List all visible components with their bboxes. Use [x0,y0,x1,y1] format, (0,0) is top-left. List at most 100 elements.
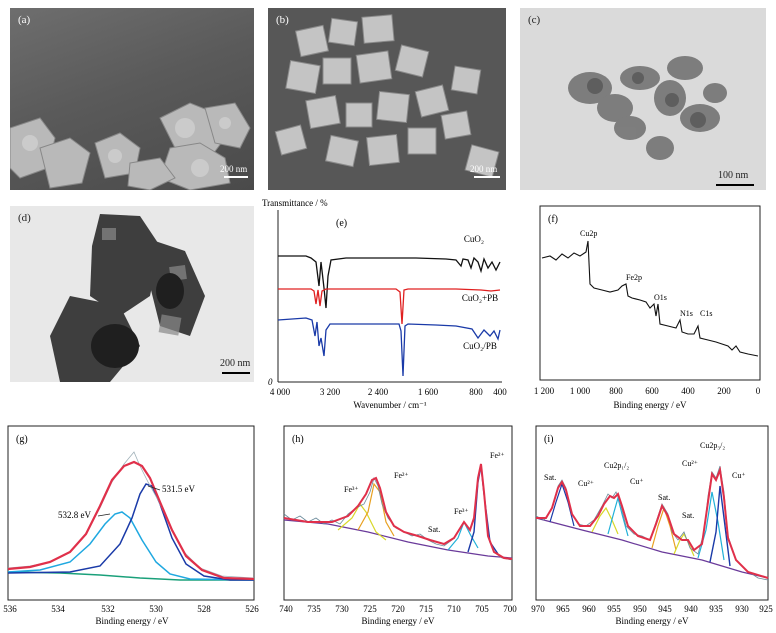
xps-cu2p-xtick: 940 [684,604,698,614]
xps-fe2p-xtick: 740 [279,604,293,614]
ftir-xtick: 4 000 [270,387,291,397]
xps-cu2p-xlabel: Binding energy / eV [615,616,689,626]
xps-fe2p-xtick: 715 [419,604,433,614]
xps-o1s-raw [7,451,255,579]
tem-image-c: (c) 100 nm [520,8,766,190]
xps-cu2p-xtick: 970 [531,604,545,614]
xps-survey-xtick: 1 000 [570,386,591,396]
ftir-y-zero: 0 [268,377,273,387]
xps-survey-peak-label: N1s [680,309,693,318]
xps-survey-peak-label: Cu2p [580,229,597,238]
ftir-curve-cuo2-pb-composite [277,317,501,377]
xps-survey-xtick: 1 200 [534,386,555,396]
panel-label: (i) [544,434,553,445]
xps-fe2p-frame [283,425,513,601]
xps-cu2p-background [535,517,769,579]
xps-survey-svg: (f) Cu2p Fe2p O1s N1s C1s 1 200 1 000 80… [534,205,761,410]
xps-cu2p-annotation: Cu2p₁/₂ [604,461,629,470]
xps-survey-xtick: 600 [645,386,659,396]
ftir-svg: Transmittance / % 0 4 000 3 200 2 400 1 … [262,198,507,410]
xps-fe2p-xtick: 700 [503,604,517,614]
scale-bar [716,184,754,186]
xps-o1s-xtick: 526 [245,604,259,614]
tem-d-cubes [50,214,205,382]
xps-survey-xlabel: Binding energy / eV [613,400,687,410]
xps-fe2p-fit [283,463,513,560]
xps-survey-xtick: 200 [717,386,731,396]
ftir-legend-cuo2-pb-composite: CuO₂/PB [463,341,497,351]
xps-survey-curve [541,240,759,357]
panel-label: (f) [548,214,558,225]
xps-cu2p-xtick: 965 [556,604,570,614]
tem-c-aggregate [568,56,727,160]
xps-cu2p-xtick: 950 [633,604,647,614]
xps-o1s-svg: (g) 531.5 eV 532.8 eV 536 534 532 530 52… [3,425,259,626]
panel-label: (h) [292,434,304,445]
scale-bar-label: 100 nm [718,170,749,181]
xps-fe2p-annotation: Fe³⁺ [344,485,359,494]
xps-cu2p-svg: (i) Sat. Cu²⁺ Cu2p₁/₂ Cu⁺ Sat. Sat. Cu²⁺… [531,425,773,626]
xps-fe2p-xtick: 705 [475,604,489,614]
xps-o1s-peak-532-8 [7,511,255,581]
xps-cu2p-peak-cu2-955 [591,506,619,535]
xps-o1s-xtick: 534 [51,604,65,614]
ftir-xtick: 1 600 [418,387,439,397]
xps-o1s-chart: (g) 531.5 eV 532.8 eV 536 534 532 530 52… [0,422,262,628]
xps-o1s-xlabel: Binding energy / eV [95,616,169,626]
xps-fe2p-xtick: 720 [391,604,405,614]
xps-survey-xtick: 400 [681,386,695,396]
xps-cu2p-raw [535,465,769,581]
xps-cu2p-xtick: 955 [607,604,621,614]
scale-bar-label: 200 nm [470,164,498,174]
xps-survey-peak-label: O1s [654,293,667,302]
tem-image-d: (d) 200 nm [10,206,254,382]
ftir-ylabel: Transmittance / % [262,198,328,208]
sem-image-a: (a) 200 nm [10,8,254,190]
xps-survey-xtick: 800 [609,386,623,396]
ftir-xtick: 2 400 [368,387,389,397]
xps-cu2p-peak-cu1-933 [709,485,731,567]
xps-fe2p-xtick: 730 [335,604,349,614]
xps-cu2p-frame [535,425,769,601]
xps-survey-xtick: 0 [756,386,761,396]
ftir-xtick: 400 [493,387,507,397]
xps-o1s-annotation: 531.5 eV [162,484,195,494]
scale-bar-label: 200 nm [220,164,248,174]
xps-cu2p-annotation: Sat. [682,511,694,520]
xps-cu2p-chart: (i) Sat. Cu²⁺ Cu2p₁/₂ Cu⁺ Sat. Sat. Cu²⁺… [522,422,776,628]
xps-fe2p-xlabel: Binding energy / eV [361,616,435,626]
xps-o1s-xtick: 536 [3,604,17,614]
xps-o1s-annotation: 532.8 eV [58,510,91,520]
xps-fe2p-xtick: 735 [307,604,321,614]
scale-bar [222,372,250,374]
ftir-xtick: 800 [469,387,483,397]
ftir-curve-cuo2 [278,255,501,309]
xps-survey-frame [539,205,761,381]
panel-label: (a) [18,14,31,26]
xps-o1s-xtick: 530 [149,604,163,614]
scale-bar [224,176,248,178]
xps-fe2p-annotation: Fe²⁺ [394,471,409,480]
xps-o1s-fit [7,460,255,581]
xps-fe2p-peak-fe3-725 [337,502,387,541]
xps-cu2p-annotation: Cu⁺ [732,471,746,480]
sem-image-b: (b) 200 nm [268,8,506,190]
xps-fe2p-peak-fe2-723 [357,482,395,537]
xps-o1s-frame [7,425,255,601]
xps-fe2p-annotation: Fe²⁺ [490,451,505,460]
xps-fe2p-xtick: 725 [363,604,377,614]
ftir-xtick: 3 200 [320,387,341,397]
xps-fe2p-svg: (h) Fe³⁺ Fe²⁺ Fe³⁺ Sat. Fe²⁺ 740 735 730… [279,425,517,626]
panel-label: (e) [336,218,347,229]
panel-label: (d) [18,212,31,224]
xps-cu2p-xtick: 935 [709,604,723,614]
ftir-curve-cuo2-pb [278,288,501,325]
xps-cu2p-xtick: 945 [658,604,672,614]
scale-bar-label: 200 nm [220,358,251,369]
xps-cu2p-annotation: Cu⁺ [630,477,644,486]
xps-o1s-peak-531-5 [7,483,254,581]
ftir-legend-cuo2: CuO₂ [464,234,484,244]
ftir-legend-cuo2-pb: CuO₂+PB [462,293,498,303]
xps-cu2p-annotation: Cu²⁺ [578,479,594,488]
xps-o1s-xtick: 528 [197,604,211,614]
